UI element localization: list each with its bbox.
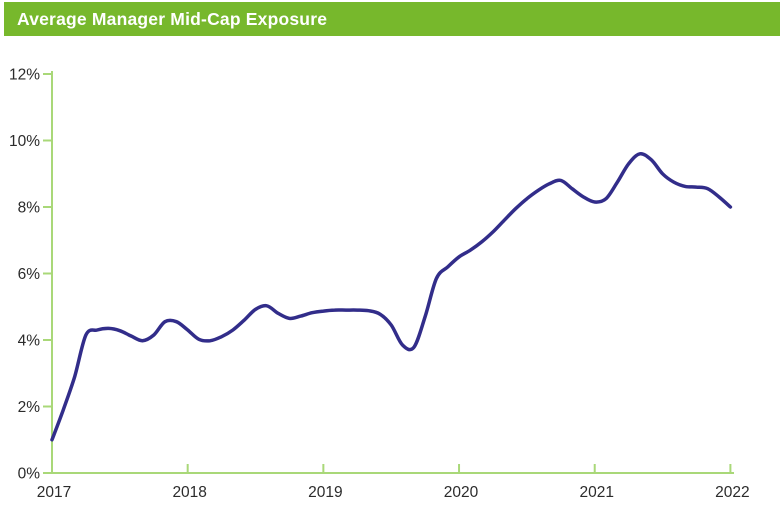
x-tick-label: 2020 (444, 484, 479, 501)
x-tick-label: 2019 (308, 484, 342, 501)
x-tick-label: 2021 (579, 484, 613, 501)
y-tick-label: 8% (18, 200, 41, 217)
x-axis: 2017 2018 2019 2020 2021 2022 (37, 464, 750, 501)
y-tick-label: 4% (18, 333, 41, 350)
x-tick-label: 2018 (172, 484, 206, 501)
exposure-line-path (50, 151, 733, 442)
y-tick-label: 10% (9, 133, 40, 150)
y-tick-label: 12% (9, 67, 40, 84)
x-tick-label: 2017 (37, 484, 71, 501)
chart-title-bar: Average Manager Mid-Cap Exposure (4, 2, 780, 36)
y-axis: 0% 2% 4% 6% 8% 10% 12% (9, 67, 53, 483)
y-tick-label: 6% (18, 266, 41, 283)
chart-title: Average Manager Mid-Cap Exposure (17, 8, 328, 29)
y-tick-label: 0% (18, 466, 41, 483)
y-tick-label: 2% (18, 399, 41, 416)
x-tick-label: 2022 (715, 484, 749, 501)
exposure-line-series (50, 151, 733, 442)
